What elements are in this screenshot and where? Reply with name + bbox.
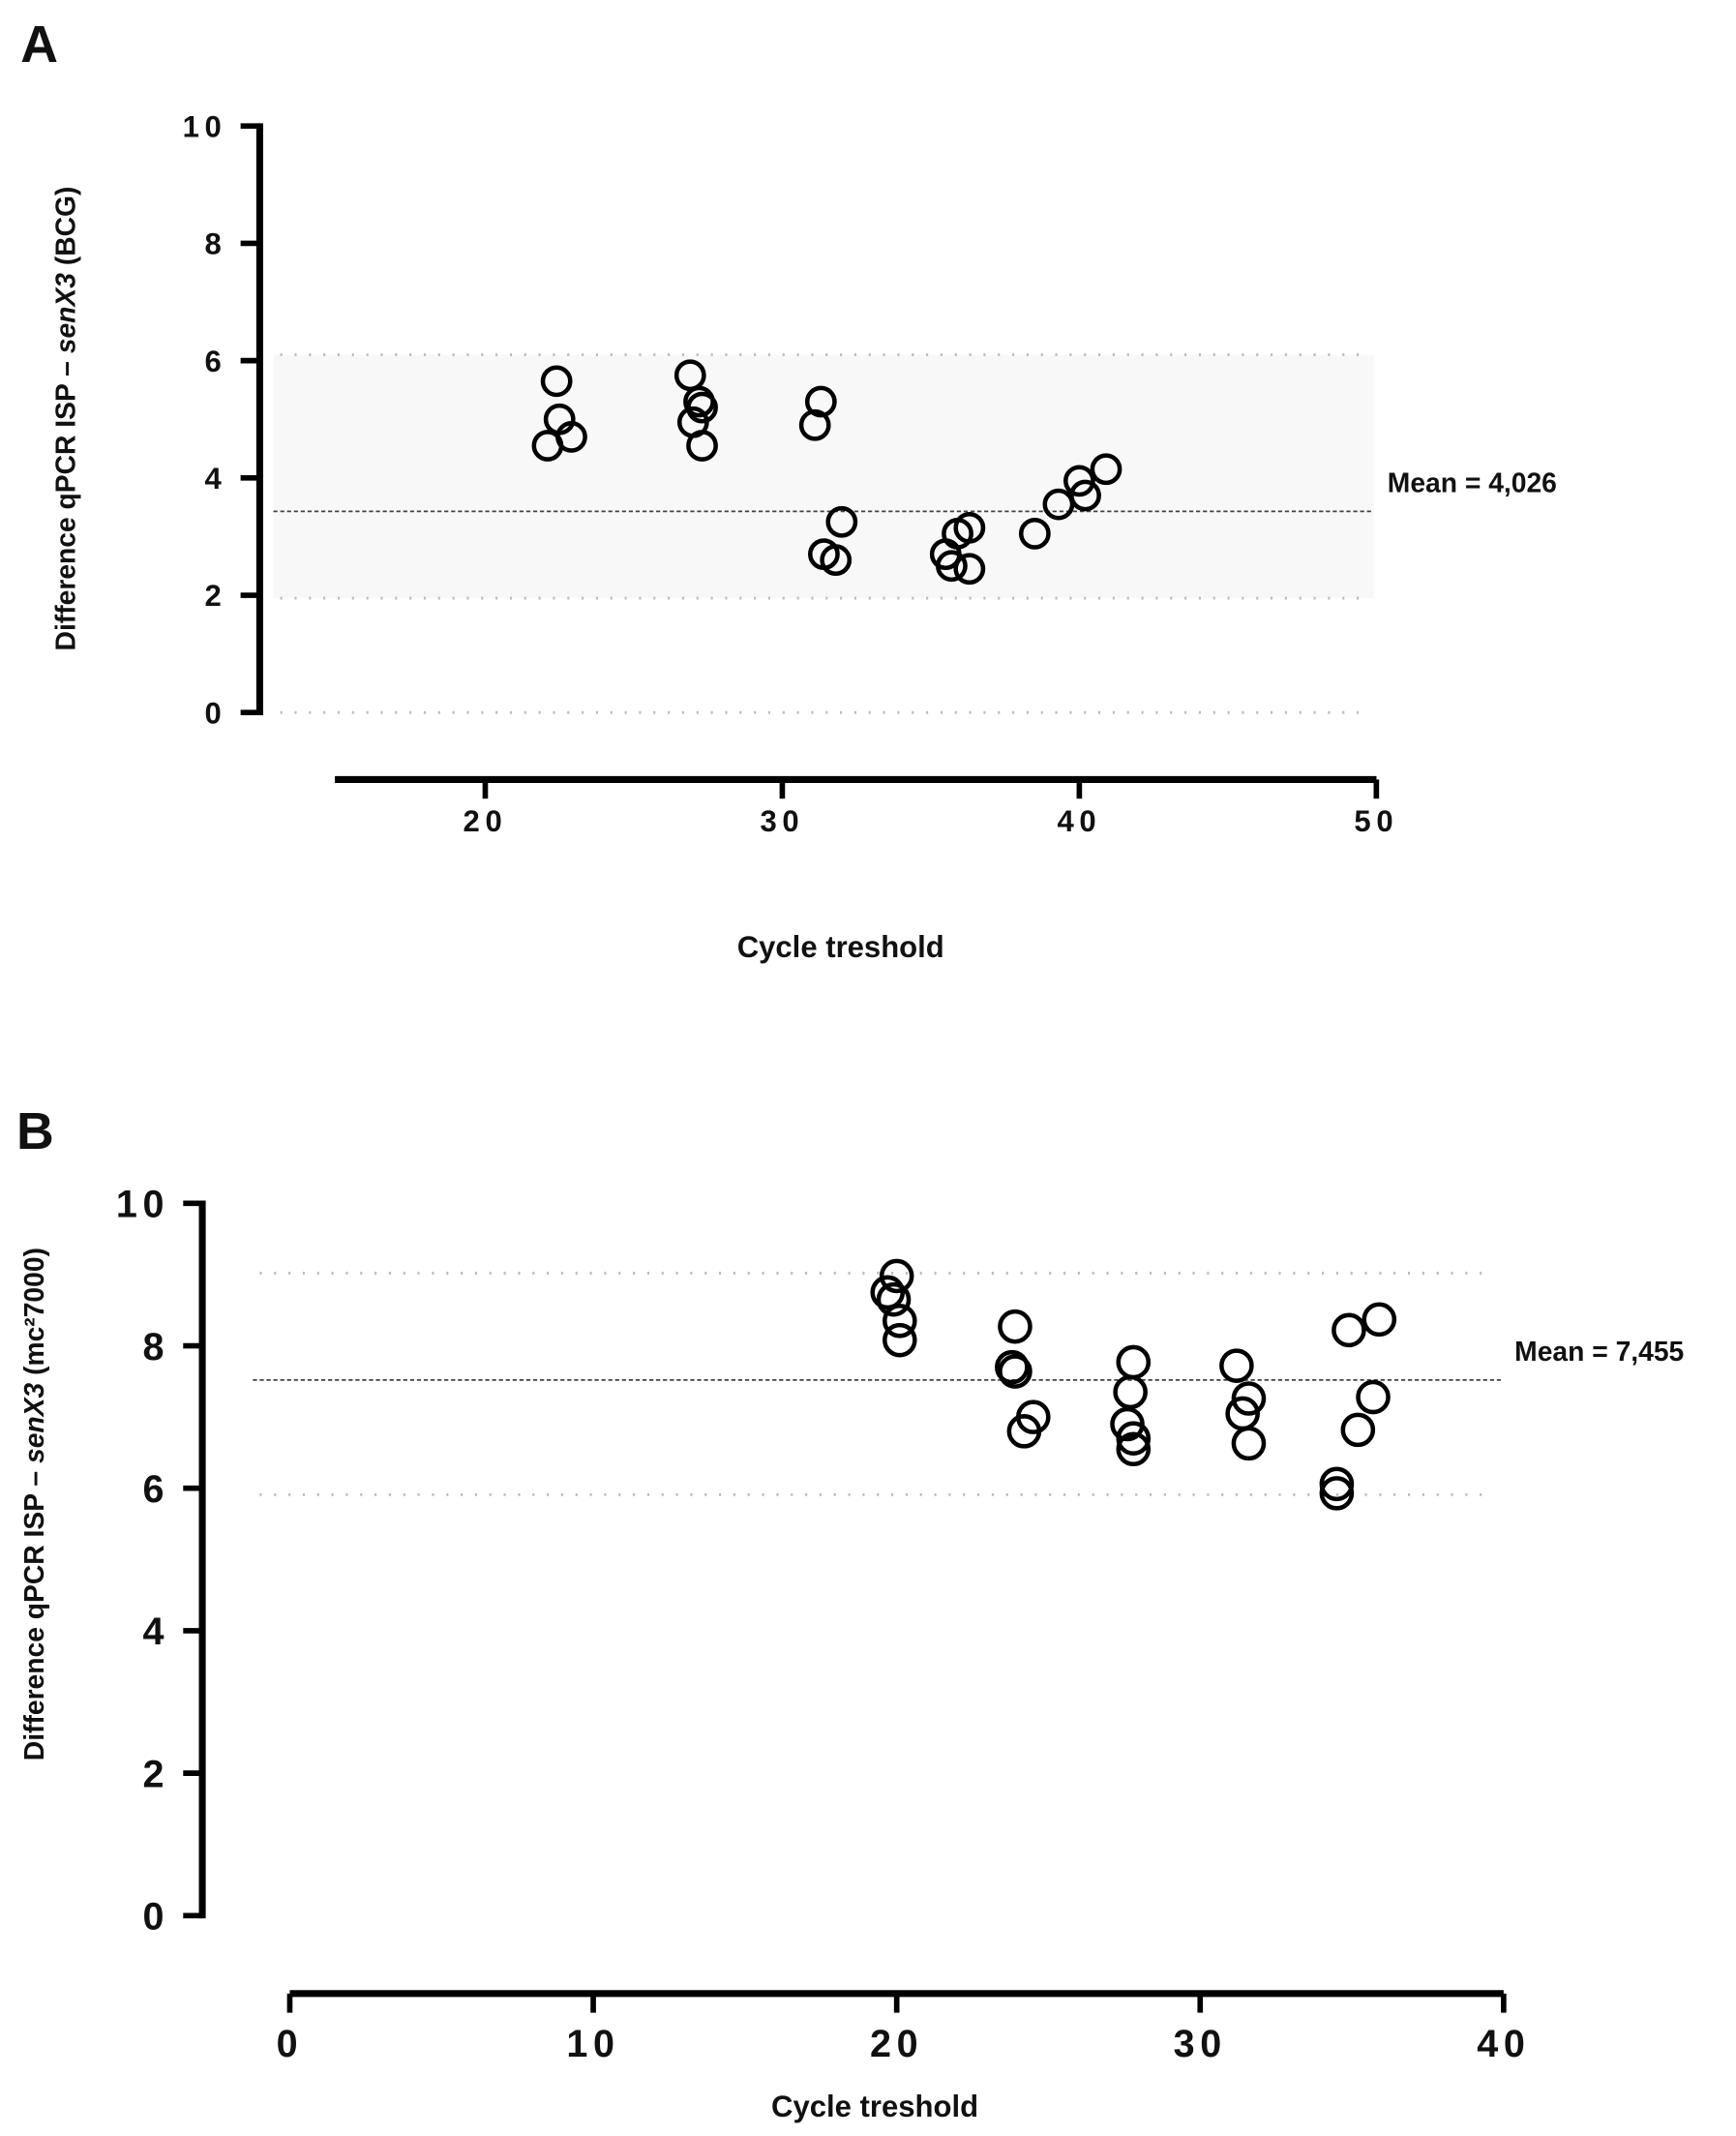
data-point — [798, 408, 831, 441]
data-point — [870, 1275, 906, 1310]
data-point — [1116, 1431, 1152, 1467]
y-axis-label-prefix: Difference qPCR ISP – — [18, 1463, 49, 1760]
data-point — [953, 553, 986, 586]
y-tick-label: 10 — [183, 109, 227, 143]
panel-a: A Mean = 4,026 0 2 4 6 8 10 20 30 40 50 Cycle tresho… — [20, 15, 1557, 964]
data-point — [1319, 1466, 1355, 1502]
y-axis-label-suffix: (mc²7000) — [18, 1248, 49, 1383]
y-tick-label: 4 — [205, 462, 227, 496]
data-point — [1116, 1344, 1152, 1380]
x-tick-label: 40 — [1477, 2023, 1530, 2065]
y-tick-label: 8 — [143, 1326, 170, 1369]
data-point — [540, 365, 573, 398]
y-tick-label: 0 — [205, 696, 227, 730]
data-point — [825, 505, 858, 538]
data-point — [1018, 518, 1051, 550]
data-point — [883, 1322, 917, 1358]
data-point — [1356, 1379, 1391, 1415]
data-point — [1090, 453, 1122, 486]
data-point — [883, 1303, 917, 1339]
mean-annotation: Mean = 7,455 — [1514, 1336, 1684, 1367]
data-point — [820, 544, 853, 577]
data-point — [998, 1354, 1033, 1389]
y-tick-label: 4 — [143, 1610, 170, 1653]
y-axis-label-gene: senX3 — [18, 1382, 49, 1463]
data-point — [1362, 1302, 1397, 1338]
y-axis-label-suffix: (BCG) — [50, 187, 81, 273]
data-point — [876, 1281, 912, 1317]
panel-label: B — [16, 1102, 54, 1160]
mean-annotation: Mean = 4,026 — [1388, 467, 1557, 498]
data-point — [936, 550, 968, 583]
x-tick-label: 20 — [464, 804, 508, 838]
data-point — [804, 385, 837, 418]
x-axis-label: Cycle treshold — [737, 930, 944, 964]
data-point — [1116, 1421, 1152, 1457]
y-tick-label: 0 — [143, 1896, 170, 1939]
data-point — [1069, 479, 1101, 512]
x-tick-label: 30 — [761, 804, 805, 838]
panel-label: A — [20, 15, 58, 74]
data-point — [686, 430, 718, 462]
data-point — [1340, 1412, 1376, 1448]
x-tick-label: 50 — [1354, 804, 1398, 838]
data-point — [998, 1309, 1033, 1344]
x-tick-label: 10 — [566, 2023, 619, 2065]
y-tick-label: 2 — [205, 579, 227, 613]
data-point — [995, 1349, 1030, 1385]
data-point — [1219, 1348, 1254, 1383]
data-point — [531, 430, 564, 462]
data-point — [879, 1258, 914, 1294]
data-point — [1113, 1374, 1148, 1410]
x-tick-label: 40 — [1057, 804, 1101, 838]
data-point — [1006, 1414, 1042, 1449]
y-tick-label: 2 — [143, 1753, 170, 1795]
data-point — [1332, 1312, 1366, 1348]
panel-b: B Mean = 7,455 0 2 4 6 8 10 0 10 20 30 40 Cycle tresh… — [16, 1102, 1684, 2123]
x-tick-label: 20 — [870, 2023, 923, 2065]
y-tick-label: 8 — [205, 227, 227, 261]
data-point — [1231, 1381, 1267, 1416]
x-tick-label: 0 — [277, 2023, 304, 2065]
x-axis-label: Cycle treshold — [771, 2090, 978, 2123]
y-axis-label-gene: senX3 — [50, 273, 81, 354]
y-tick-label: 6 — [143, 1468, 170, 1511]
data-point — [1319, 1476, 1355, 1511]
y-axis-label: Difference qPCR ISP – senX3 (BCG) — [50, 187, 81, 651]
data-point — [1231, 1426, 1267, 1461]
y-tick-label: 6 — [205, 345, 227, 378]
y-tick-label: 10 — [116, 1184, 169, 1226]
y-axis-label: Difference qPCR ISP – senX3 (mc²7000) — [18, 1248, 49, 1760]
data-point — [1063, 465, 1095, 497]
y-axis-label-prefix: Difference qPCR ISP – — [50, 353, 81, 650]
data-point — [953, 511, 986, 544]
x-tick-label: 30 — [1174, 2023, 1227, 2065]
